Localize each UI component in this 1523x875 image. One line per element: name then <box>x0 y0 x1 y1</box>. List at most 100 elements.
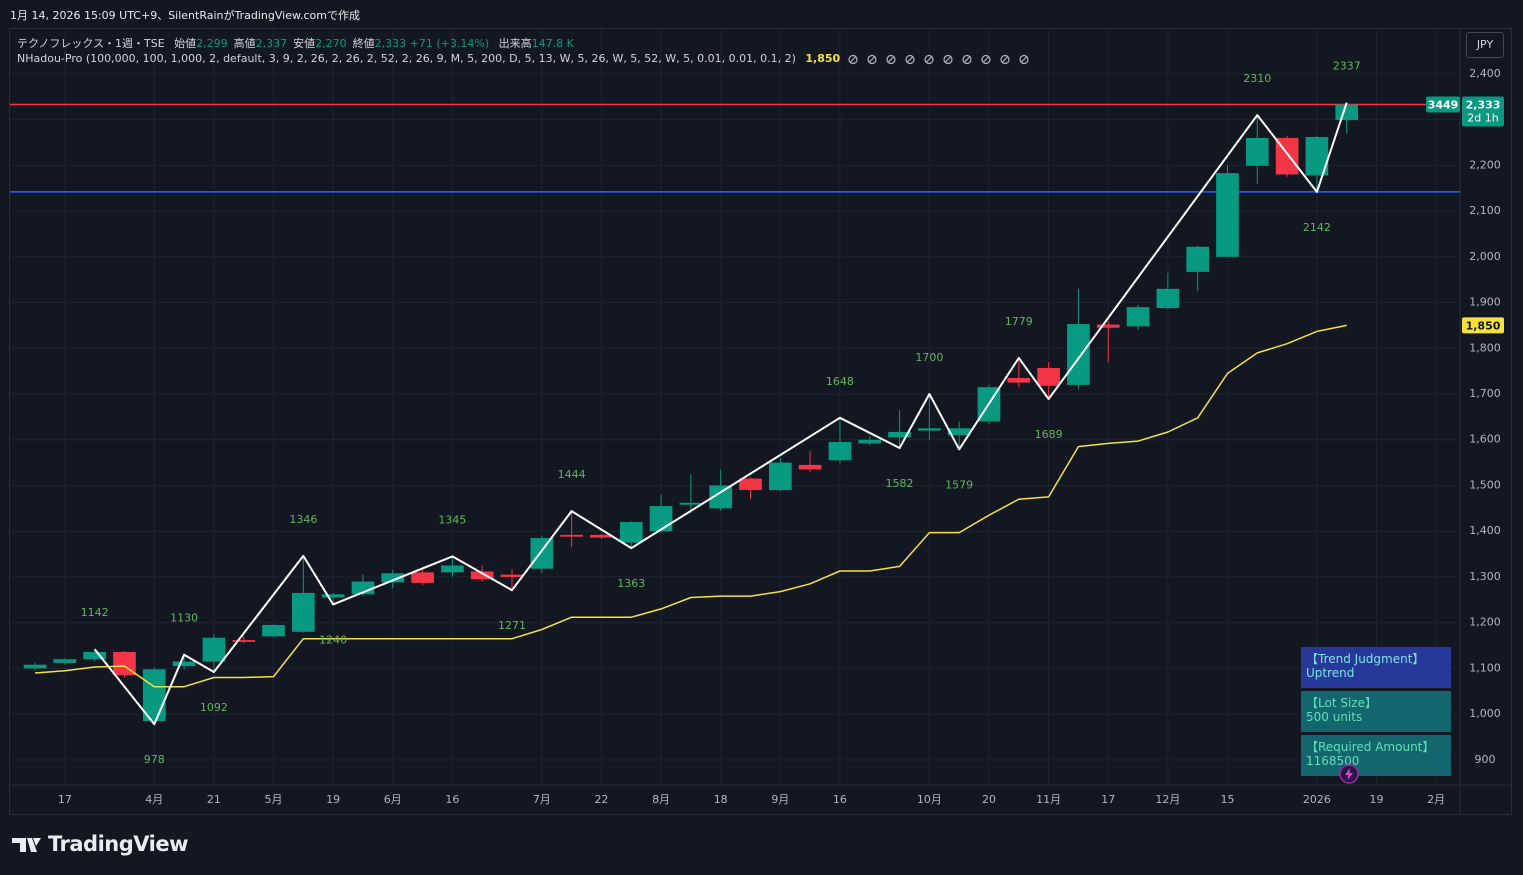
table-value: Uptrend <box>1306 666 1355 680</box>
candle-body <box>858 439 882 444</box>
pivot-label: 1582 <box>886 477 914 490</box>
candle-body <box>1096 324 1120 328</box>
ohlc-label: 終値 <box>352 37 375 50</box>
x-tick-label: 6月 <box>384 793 402 806</box>
x-tick-label: 19 <box>1370 793 1384 806</box>
candle-body <box>232 640 256 642</box>
candle-body <box>1305 137 1329 176</box>
pivot-label: 1444 <box>558 468 586 481</box>
status-icon <box>962 54 972 64</box>
ohlc-value: 2,270 <box>315 37 347 50</box>
candle-body <box>888 431 911 438</box>
indicator-price-label: 1,850 <box>1466 319 1501 332</box>
ohlc-label: 始値 <box>174 37 197 50</box>
candle-body <box>1067 324 1090 385</box>
pivot-label: 1271 <box>498 619 526 632</box>
ohlc-value: 2,299 <box>196 37 228 50</box>
top-strip <box>0 0 1523 28</box>
pivot-label: 2142 <box>1303 221 1331 234</box>
pivot-label: 1346 <box>289 513 317 526</box>
pivot-label: 1648 <box>826 375 854 388</box>
x-tick-label: 11月 <box>1036 793 1061 806</box>
y-tick-label: 1,100 <box>1469 661 1501 674</box>
x-tick-label: 17 <box>58 793 72 806</box>
candle-body <box>590 534 613 538</box>
candle-body <box>798 464 822 470</box>
y-tick-label: 900 <box>1475 753 1496 766</box>
x-tick-label: 15 <box>1220 793 1234 806</box>
ohlc-legend: 始値2,299 高値2,337 安値2,270 終値2,333 <box>168 37 406 50</box>
indicator-icons <box>844 52 1034 65</box>
candle-body <box>172 661 196 667</box>
table-heading: 【Required Amount】 <box>1306 740 1435 754</box>
candle-body <box>292 592 315 632</box>
candle-body <box>1245 137 1269 166</box>
candle-body <box>83 651 106 660</box>
candle-body <box>202 637 226 662</box>
y-tick-label: 2,200 <box>1469 158 1501 171</box>
badge-box <box>1426 96 1460 113</box>
alert-icon[interactable] <box>1338 763 1360 785</box>
candle-body <box>619 522 643 543</box>
volume-label: 出来高 <box>498 37 532 50</box>
candle-body <box>709 485 733 509</box>
candle-body <box>1335 104 1359 121</box>
candle-body <box>470 571 494 580</box>
candle-body <box>918 428 941 431</box>
x-tick-label: 5月 <box>265 793 283 806</box>
x-tick-label: 22 <box>594 793 608 806</box>
candle-body <box>321 594 345 598</box>
y-tick-label: 1,300 <box>1469 570 1501 583</box>
zigzag-line <box>93 102 1348 726</box>
symbol-legend: テクノフレックス・1週・TSE 始値2,299 高値2,337 安値2,270 終値2… <box>17 35 574 51</box>
table-cell: 【Trend Judgment】 Uptrend <box>1301 647 1451 688</box>
countdown-label: 2d 1h <box>1467 112 1498 125</box>
pivot-label: 1130 <box>170 612 198 625</box>
pivot-label: 1579 <box>945 478 973 491</box>
x-tick-label: 17 <box>1101 793 1115 806</box>
candle-body <box>739 478 762 491</box>
candle-body <box>768 462 792 491</box>
table-value: 500 units <box>1306 710 1363 724</box>
candle-body <box>828 442 852 461</box>
watermark: 1月 14, 2026 15:09 UTC+9、SilentRainがTradi… <box>10 9 360 22</box>
pivot-label: 1700 <box>915 351 943 364</box>
candle-body <box>1007 378 1031 383</box>
y-tick-label: 1,000 <box>1469 707 1501 720</box>
candle-body <box>560 534 583 537</box>
candle-body <box>679 502 703 505</box>
symbol: テクノフレックス・1週・TSE <box>17 37 165 50</box>
candle-body <box>411 572 434 583</box>
candle-body <box>441 565 464 573</box>
status-icon <box>943 54 953 64</box>
table-cell: 【Required Amount】 1168500 <box>1301 735 1451 776</box>
candle-body <box>1186 246 1209 272</box>
status-icon <box>1019 54 1029 64</box>
change: +71 (+3.14%) <box>409 37 490 50</box>
ohlc-value: 2,337 <box>255 37 288 50</box>
indicator-value: 1,850 <box>805 52 841 65</box>
pivot-label: 2310 <box>1243 72 1271 85</box>
y-tick-label: 1,600 <box>1469 433 1501 446</box>
x-tick-label: 7月 <box>533 793 551 806</box>
pivot-label: 1345 <box>438 513 466 526</box>
y-tick-label: 1,700 <box>1469 387 1501 400</box>
candle-body <box>649 506 673 532</box>
y-tick-label: 1,400 <box>1469 524 1501 537</box>
status-icon <box>981 54 991 64</box>
candle-body <box>1156 288 1180 309</box>
candle-body <box>23 664 47 669</box>
pivot-label: 2337 <box>1333 60 1361 73</box>
pivot-label: 978 <box>144 753 165 766</box>
candle-body <box>1216 173 1239 257</box>
indicator-line <box>34 324 1347 688</box>
x-tick-label: 9月 <box>771 793 789 806</box>
status-icon <box>848 54 858 64</box>
y-tick-label: 2,000 <box>1469 250 1501 263</box>
last-price-label: 2,333 <box>1466 99 1501 112</box>
y-tick-label: 1,800 <box>1469 341 1501 354</box>
x-tick-label: 18 <box>714 793 728 806</box>
currency-button[interactable]: JPY <box>1466 32 1504 58</box>
ohlc-label: 高値 <box>233 37 256 50</box>
